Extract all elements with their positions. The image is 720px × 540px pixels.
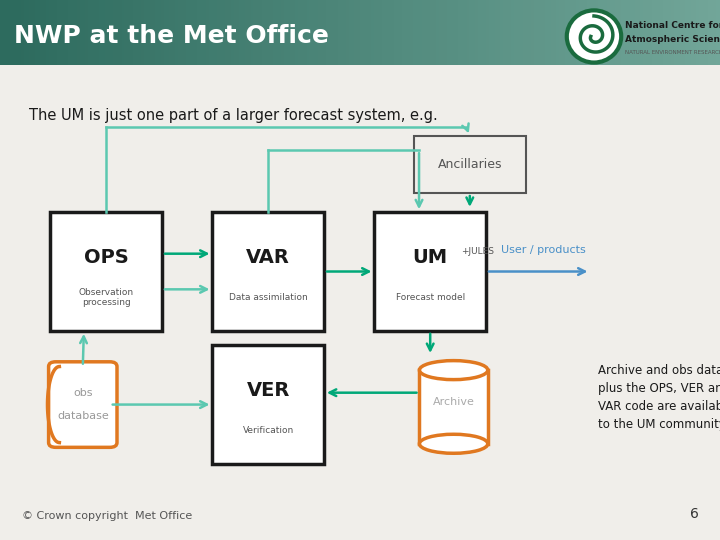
Text: Observation
processing: Observation processing (78, 288, 134, 307)
Text: NWP at the Met Office: NWP at the Met Office (14, 24, 329, 48)
FancyBboxPatch shape (212, 212, 324, 331)
Text: User / products: User / products (501, 245, 586, 255)
FancyBboxPatch shape (50, 212, 162, 331)
Text: National Centre for: National Centre for (625, 21, 720, 30)
FancyBboxPatch shape (212, 345, 324, 464)
Text: © Crown copyright  Met Office: © Crown copyright Met Office (22, 511, 192, 521)
Ellipse shape (419, 361, 488, 380)
Text: +JULES: +JULES (462, 247, 495, 256)
Text: NATURAL ENVIRONMENT RESEARCH COUNCIL: NATURAL ENVIRONMENT RESEARCH COUNCIL (625, 50, 720, 55)
Text: Forecast model: Forecast model (395, 293, 465, 302)
Text: 6: 6 (690, 507, 698, 521)
Text: VAR: VAR (246, 248, 290, 267)
FancyBboxPatch shape (419, 370, 488, 444)
Text: Verification: Verification (243, 426, 294, 435)
Text: UM: UM (413, 248, 448, 267)
Text: OPS: OPS (84, 248, 129, 267)
Text: Ancillaries: Ancillaries (438, 158, 502, 171)
Ellipse shape (419, 434, 488, 453)
Text: Data assimilation: Data assimilation (229, 293, 307, 302)
Circle shape (567, 10, 621, 63)
Text: VER: VER (246, 381, 290, 400)
FancyBboxPatch shape (49, 362, 117, 447)
FancyBboxPatch shape (374, 212, 486, 331)
Text: Archive: Archive (433, 397, 474, 407)
Text: Archive and obs data,
plus the OPS, VER and
VAR code are available
to the UM com: Archive and obs data, plus the OPS, VER … (598, 364, 720, 431)
Text: The UM is just one part of a larger forecast system, e.g.: The UM is just one part of a larger fore… (29, 107, 438, 123)
FancyBboxPatch shape (414, 136, 526, 193)
Text: database: database (57, 411, 109, 421)
Text: Atmospheric Science: Atmospheric Science (625, 35, 720, 44)
Text: obs: obs (73, 388, 93, 397)
